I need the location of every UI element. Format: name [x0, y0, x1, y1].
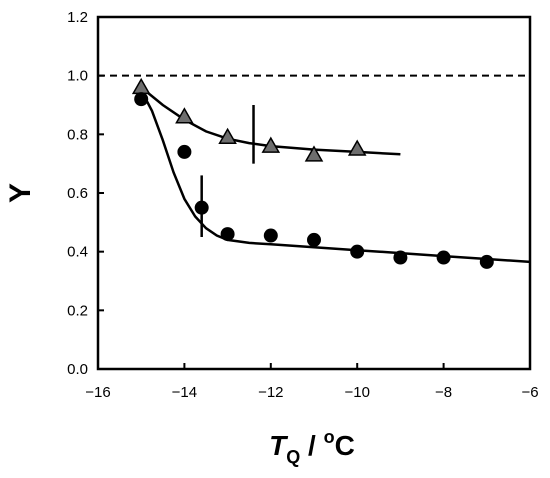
triangle-point [218, 127, 237, 145]
y-tick-label: 0.0 [67, 361, 88, 378]
x-axis-title-symbol: T [269, 430, 289, 461]
x-axis-title-separator: / [300, 430, 323, 461]
y-tick-label: 0.4 [67, 244, 88, 261]
triangle-point [347, 139, 367, 156]
plot-area-frame [96, 15, 532, 371]
x-axis-title-subscript: Q [286, 447, 300, 467]
triangle-point [261, 136, 281, 153]
x-tick-label: −14 [172, 384, 197, 401]
x-tick-label: −12 [258, 384, 283, 401]
circle-point [177, 144, 192, 159]
x-axis-title: TQ / oC [269, 427, 355, 467]
fit-curves [140, 86, 531, 264]
circle-point [350, 244, 365, 259]
circle-point [263, 228, 278, 243]
x-axis-title-unit: C [335, 430, 355, 461]
triangle-point [304, 145, 324, 162]
circle-point [220, 227, 235, 242]
ticks-layer: 0.0 0.2 0.4 0.6 0.8 1.0 1.2 −16 −14 −12 −10 −8 −6 [67, 9, 538, 401]
y-tick-label: 0.2 [67, 302, 88, 319]
y-tick-label: 1.2 [67, 9, 88, 26]
circle-point [393, 250, 408, 265]
circle-point [307, 232, 321, 247]
y-tick-label: 0.6 [67, 185, 88, 202]
x-tick-label: −10 [344, 384, 369, 401]
circle-point [436, 250, 451, 265]
data-points [131, 77, 494, 269]
y-tick-label: 1.0 [67, 68, 88, 85]
fit-curve-triangle [140, 86, 401, 156]
circle-point [134, 92, 149, 107]
y-tick-label: 0.8 [67, 126, 88, 143]
circle-point [479, 254, 494, 269]
x-tick-label: −6 [521, 384, 538, 401]
x-axis-title-degree: o [324, 427, 335, 447]
triangle-point [175, 107, 194, 124]
x-tick-label: −16 [85, 384, 110, 401]
y-axis-title: Y [4, 183, 37, 203]
x-tick-label: −8 [435, 384, 452, 401]
circle-point [194, 200, 209, 215]
fit-curve-circle [140, 89, 531, 264]
triangle-point [131, 77, 151, 95]
